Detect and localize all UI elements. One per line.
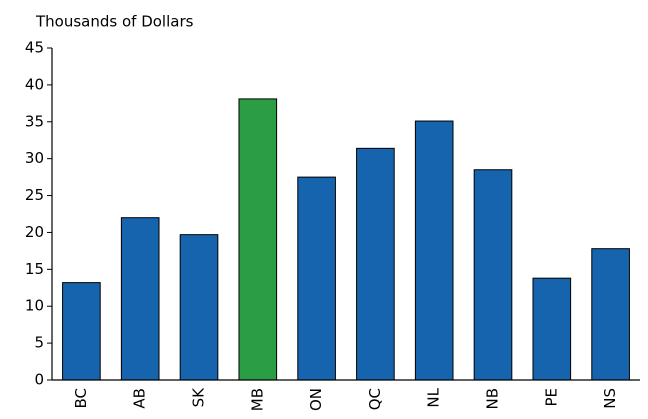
y-tick-label: 20 xyxy=(25,223,44,241)
x-tick-label: NB xyxy=(484,388,502,410)
bar xyxy=(473,169,513,381)
y-tick-label: 40 xyxy=(25,75,44,93)
x-tick-label: AB xyxy=(131,388,149,409)
x-tick-label: NS xyxy=(601,388,619,409)
y-tick-label: 15 xyxy=(25,260,44,278)
x-tick-label: ON xyxy=(307,388,325,411)
bar xyxy=(62,282,101,381)
x-tick-label: SK xyxy=(190,387,208,408)
y-tick-label: 30 xyxy=(25,149,44,167)
x-tick-label: NL xyxy=(425,387,443,407)
bar xyxy=(179,234,219,381)
x-tick-label: QC xyxy=(366,388,384,410)
x-tick-label: PE xyxy=(542,388,560,407)
bar xyxy=(120,217,160,381)
bar xyxy=(532,277,572,381)
y-tick-label: 0 xyxy=(34,371,44,389)
x-tick-label: MB xyxy=(248,388,266,411)
bar xyxy=(238,98,278,381)
bar xyxy=(356,147,395,381)
y-tick-label: 25 xyxy=(25,186,44,204)
y-tick-label: 5 xyxy=(34,334,44,352)
y-tick-label: 35 xyxy=(25,112,44,130)
x-tick-label: BC xyxy=(72,388,90,409)
y-tick-label: 45 xyxy=(25,39,44,57)
bar xyxy=(297,176,336,381)
bar xyxy=(414,120,454,381)
bar xyxy=(591,248,630,381)
y-tick-label: 10 xyxy=(25,297,44,315)
chart-title: Thousands of Dollars xyxy=(35,13,194,31)
